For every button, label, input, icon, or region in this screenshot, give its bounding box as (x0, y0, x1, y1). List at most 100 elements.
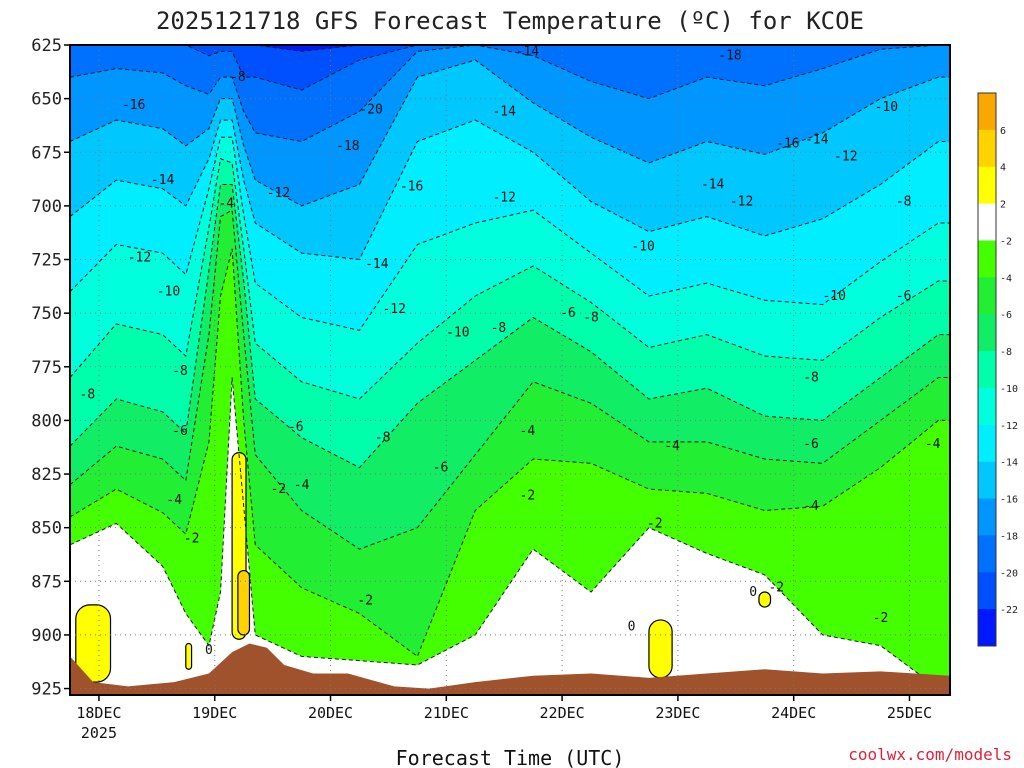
colorbar-label: -18 (1000, 531, 1018, 542)
contour-label: -10 (875, 100, 898, 115)
contour-label: -4 (218, 197, 234, 212)
warm-cell (648, 619, 673, 679)
contour-label: -8 (803, 371, 819, 386)
x-tick-label: 22DEC (540, 704, 585, 722)
contour-label: -8 (583, 310, 599, 325)
isotherm--20 (70, 45, 950, 91)
contour-label: -4 (520, 424, 536, 439)
fill-band--20 (70, 45, 950, 91)
colorbar-swatch (978, 203, 996, 241)
colorbar: 6 4 2 -2 -4 -6 -8 -10 -12 -14 -16 -18 -20 -22 (977, 92, 1018, 647)
x-axis-label: Forecast Time (UTC) (396, 746, 625, 768)
contour-label: -16 (776, 137, 799, 152)
contour-labels: -8-14 -18-16 -20 -14 -10-18 -16 -14-12-14 -16 -1… (80, 44, 941, 658)
colorbar-swatch (978, 129, 996, 168)
contour-label: -14 (516, 44, 540, 59)
colorbar-swatch (978, 424, 996, 463)
contour-label: -8 (172, 364, 188, 379)
contour-label: 0 (749, 585, 757, 600)
y-tick-label: 625 (31, 36, 62, 56)
isotherm--10 (70, 158, 950, 400)
contour-label: -2 (184, 531, 200, 546)
contour-label: -6 (288, 420, 304, 435)
y-tick-label: 750 (31, 304, 62, 324)
isotherm--16 (70, 59, 950, 207)
x-tick-label: 25DEC (887, 704, 932, 722)
contour-label: -4 (925, 437, 941, 452)
contour-label: -4 (294, 478, 310, 493)
contour-label: -10 (822, 289, 845, 304)
contour-label: -4 (803, 499, 819, 514)
contour-label: -2 (873, 611, 889, 626)
y-tick-label: 650 (31, 90, 62, 110)
x-tick-label: 21DEC (424, 704, 469, 722)
colorbar-swatch (978, 461, 996, 500)
y-tick-label: 700 (31, 197, 62, 217)
isotherm--6 (70, 209, 950, 550)
contour-label: -2 (357, 594, 373, 609)
colorbar-label: -6 (1000, 310, 1012, 321)
contour-label: -6 (172, 424, 188, 439)
isotherm--14 (70, 119, 950, 261)
colorbar-label: 6 (1000, 126, 1006, 137)
isotherm--2 (70, 377, 950, 690)
grid-lines (70, 45, 950, 695)
contour-label: -10 (631, 240, 654, 255)
contour-label: -2 (647, 516, 663, 531)
colorbar-label: -2 (1000, 236, 1012, 247)
x-tick-label: 23DEC (655, 704, 700, 722)
contour-label: -14 (492, 105, 516, 120)
contour-label: -18 (718, 49, 741, 64)
colorbar-label: -10 (1000, 384, 1018, 395)
x-tick-label: 19DEC (192, 704, 237, 722)
contour-label: -14 (151, 173, 175, 188)
contour-label: -8 (230, 70, 246, 85)
isotherm--4 (70, 248, 950, 658)
x-tick-sublabel: 2025 (81, 724, 117, 742)
colorbar-swatch (978, 351, 996, 389)
y-tick-label: 675 (31, 143, 62, 163)
contour-label: -14 (365, 257, 389, 272)
x-axis: 18DEC 2025 19DEC 20DEC 21DEC 22DEC 23DEC 24DEC 2… (76, 695, 932, 742)
contour-label: -6 (803, 437, 819, 452)
contour-label: -12 (382, 302, 405, 317)
colorbar-label: -8 (1000, 347, 1012, 358)
contour-label: -14 (701, 177, 725, 192)
colorbar-swatch (978, 572, 996, 610)
contour-label: 0 (628, 619, 636, 634)
contour-label: -2 (520, 488, 536, 503)
y-tick-label: 725 (31, 251, 62, 271)
y-tick-label: 900 (31, 626, 62, 646)
credit-link[interactable]: coolwx.com/models (848, 745, 1012, 764)
contour-label: -18 (336, 139, 359, 154)
contour-label: -20 (359, 102, 382, 117)
contour-label: -6 (896, 289, 912, 304)
y-tick-label: 775 (31, 358, 62, 378)
x-tick-label: 18DEC (76, 704, 121, 722)
contour-label: -6 (560, 306, 576, 321)
terrain (70, 643, 950, 695)
colorbar-label: -4 (1000, 273, 1012, 284)
y-tick-label: 925 (31, 680, 62, 700)
contour-label: -12 (492, 190, 515, 205)
warm-cell (185, 642, 193, 670)
colorbar-label: -22 (1000, 605, 1018, 616)
isotherm--8 (70, 183, 950, 469)
contour-label: -16 (400, 180, 423, 195)
warm-cell (758, 591, 772, 608)
isotherm-lines (70, 45, 950, 690)
y-tick-label: 825 (31, 465, 62, 485)
contour-label: -4 (664, 439, 680, 454)
contour-label: -8 (375, 431, 391, 446)
contour-label: -8 (80, 388, 96, 403)
colorbar-swatch (978, 535, 996, 573)
chart-title: 2025121718 GFS Forecast Temperature (ºC)… (156, 7, 864, 35)
colorbar-frame (977, 92, 997, 647)
colorbar-label: -20 (1000, 568, 1018, 579)
warm-cells (75, 451, 772, 683)
y-tick-label: 875 (31, 572, 62, 592)
y-tick-label: 800 (31, 411, 62, 431)
terrain-area (70, 643, 950, 695)
warm-cell (237, 569, 251, 636)
